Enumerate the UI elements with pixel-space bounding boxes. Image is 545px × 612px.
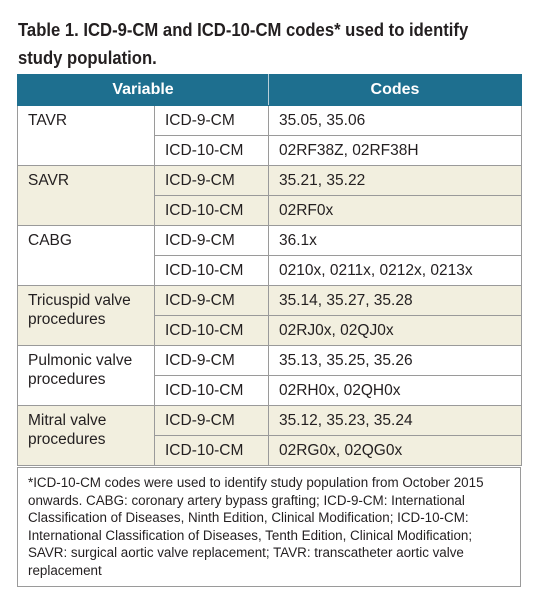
codes-cell: 02RF38Z, 02RF38H xyxy=(268,135,522,166)
table-row: Pulmonic valve procedures ICD-9-CM 35.13… xyxy=(17,345,522,406)
table-row: ICD-10-CM 0210x, 0211x, 0212x, 0213x xyxy=(18,255,522,286)
table-row: Tricuspid valve procedures ICD-9-CM 35.1… xyxy=(17,285,522,346)
table-footnote: *ICD-10-CM codes were used to identify s… xyxy=(17,467,521,587)
table-row: ICD-10-CM 02RF38Z, 02RF38H xyxy=(18,135,522,166)
header-variable: Variable xyxy=(17,74,269,106)
codes-cell: 02RF0x xyxy=(268,195,522,226)
code-system-cell: ICD-9-CM xyxy=(154,345,269,376)
codes-cell: 36.1x xyxy=(268,225,522,256)
header-codes: Codes xyxy=(268,74,522,106)
codes-table: Variable Codes TAVR ICD-9-CM 35.05, 35.0… xyxy=(17,74,522,466)
table-header-row: Variable Codes xyxy=(17,74,522,106)
table-row: Mitral valve procedures ICD-9-CM 35.12, … xyxy=(17,405,522,466)
code-system-cell: ICD-9-CM xyxy=(154,225,269,256)
code-system-cell: ICD-10-CM xyxy=(154,375,269,406)
table-row: CABG ICD-9-CM 36.1x xyxy=(17,225,522,286)
variable-cell: CABG xyxy=(17,225,155,286)
table-row: ICD-10-CM 02RJ0x, 02QJ0x xyxy=(18,315,522,346)
codes-cell: 35.12, 35.23, 35.24 xyxy=(268,405,522,436)
code-system-cell: ICD-9-CM xyxy=(154,405,269,436)
codes-cell: 02RG0x, 02QG0x xyxy=(268,435,522,466)
table-title: Table 1. ICD-9-CM and ICD-10-CM codes* u… xyxy=(18,19,469,68)
table-row: ICD-10-CM 02RF0x xyxy=(18,195,522,226)
code-system-cell: ICD-10-CM xyxy=(154,435,269,466)
variable-cell: TAVR xyxy=(17,105,155,166)
variable-cell: Tricuspid valve procedures xyxy=(17,285,155,346)
code-system-cell: ICD-9-CM xyxy=(154,105,269,136)
code-system-cell: ICD-10-CM xyxy=(154,135,269,166)
codes-cell: 02RJ0x, 02QJ0x xyxy=(268,315,522,346)
codes-cell: 35.21, 35.22 xyxy=(268,165,522,196)
codes-cell: 35.05, 35.06 xyxy=(268,105,522,136)
table-row: ICD-10-CM 02RH0x, 02QH0x xyxy=(18,375,522,406)
code-system-cell: ICD-9-CM xyxy=(154,165,269,196)
variable-cell: SAVR xyxy=(17,165,155,226)
codes-cell: 02RH0x, 02QH0x xyxy=(268,375,522,406)
codes-cell: 0210x, 0211x, 0212x, 0213x xyxy=(268,255,522,286)
code-system-cell: ICD-10-CM xyxy=(154,195,269,226)
table-row: TAVR ICD-9-CM 35.05, 35.06 xyxy=(17,105,522,166)
table-row: SAVR ICD-9-CM 35.21, 35.22 xyxy=(17,165,522,226)
code-system-cell: ICD-10-CM xyxy=(154,255,269,286)
table-row: ICD-10-CM 02RG0x, 02QG0x xyxy=(18,435,522,466)
variable-cell: Pulmonic valve procedures xyxy=(17,345,155,406)
code-system-cell: ICD-9-CM xyxy=(154,285,269,316)
variable-cell: Mitral valve procedures xyxy=(17,405,155,466)
code-system-cell: ICD-10-CM xyxy=(154,315,269,346)
codes-cell: 35.14, 35.27, 35.28 xyxy=(268,285,522,316)
codes-cell: 35.13, 35.25, 35.26 xyxy=(268,345,522,376)
